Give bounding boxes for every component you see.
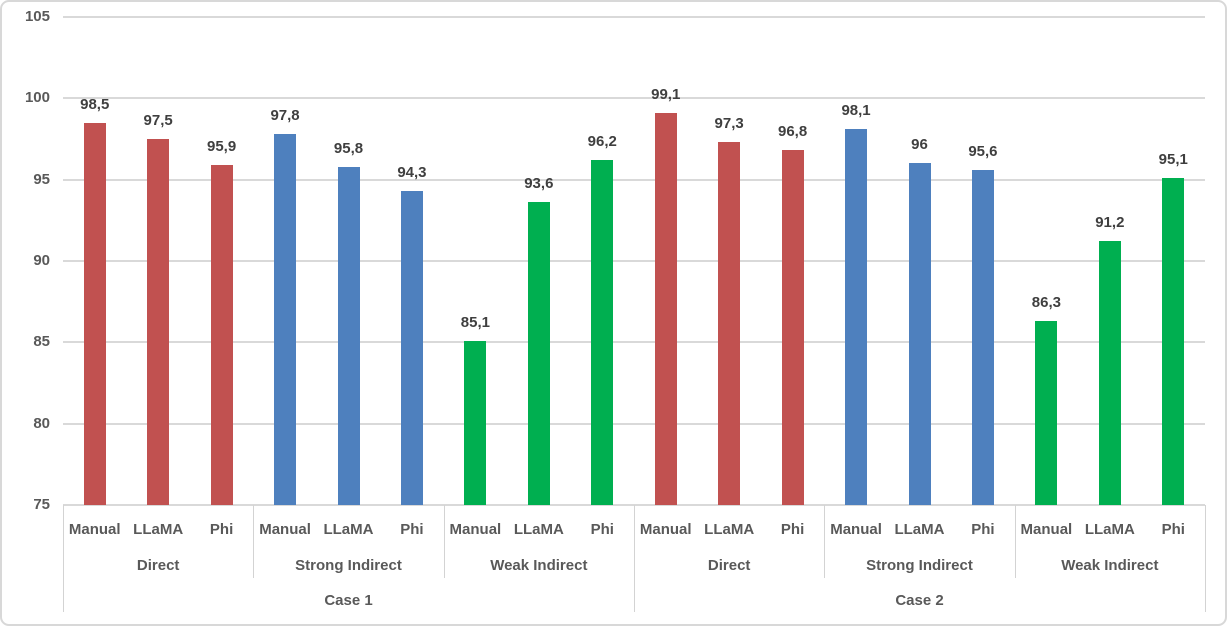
gridline-80 [63,422,1205,425]
axis-label-model: Manual [639,521,692,538]
bar-value-label: 97,8 [270,107,300,125]
bar-case-1-strong-indirect-phi [400,191,423,505]
axis-group-separator [1014,505,1016,578]
bar-value-label: 96 [911,136,928,154]
bar-value-label: 95,1 [1158,151,1188,169]
axis-label-case: Case 2 [895,592,944,609]
y-axis-tick-label: 75 [33,496,50,513]
bar-case-1-strong-indirect-manual [274,134,297,505]
bar-case-2-direct-manual [654,112,677,505]
axis-label-model: LLaMA [704,521,755,538]
bar-value-label: 96,2 [587,133,617,151]
bar-value-label: 99,1 [651,85,681,103]
axis-label-prompt-type: Strong Indirect [295,557,402,574]
axis-label-prompt-type: Weak Indirect [1061,557,1159,574]
bar-case-2-direct-llama [718,142,741,505]
bar-case-1-strong-indirect-llama [337,166,360,505]
bar-value-label: 95,9 [207,138,237,156]
bar-value-label: 95,8 [333,139,364,157]
axis-boundary-line [63,505,64,612]
bar-value-label: 98,5 [80,95,110,113]
axis-label-model: Manual [830,521,882,538]
axis-label-prompt-type: Weak Indirect [490,557,588,574]
axis-label-model: Phi [1161,521,1185,538]
axis-label-case: Case 1 [324,592,373,609]
axis-group-separator [253,505,255,578]
bar-value-label: 85,1 [460,313,490,331]
bar-case-2-direct-phi [781,150,804,505]
axis-label-model: Phi [971,521,995,538]
y-axis-tick-label: 95 [33,170,50,188]
gridline-85 [63,341,1205,344]
gridline-100 [63,97,1205,100]
bar-value-label: 94,3 [397,164,427,182]
bar-case-2-weak-indirect-phi [1162,178,1185,505]
bar-value-label: 97,3 [714,115,744,133]
axis-label-model: Manual [1020,521,1073,538]
axis-label-model: Manual [449,521,502,538]
bar-case-1-weak-indirect-llama [527,202,550,505]
bar-value-label: 98,1 [841,102,871,120]
y-axis-tick-label: 85 [33,333,50,351]
axis-label-model: Phi [590,521,614,538]
bar-value-label: 93,6 [524,175,554,193]
axis-group-separator [824,505,826,578]
gridline-105 [63,16,1205,18]
axis-label-model: Phi [400,521,424,538]
bar-value-label: 96,8 [778,123,808,141]
gridline-95 [63,178,1205,181]
axis-label-model: LLaMA [1084,521,1135,538]
y-axis-tick-label: 105 [24,8,50,25]
axis-label-model: Manual [68,521,121,538]
bar-value-label: 86,3 [1031,294,1061,312]
axis-label-model: LLaMA [133,521,184,538]
y-axis-tick-label: 80 [33,414,50,432]
bar-case-2-strong-indirect-llama [908,163,931,505]
axis-label-model: LLaMA [323,521,374,538]
bar-case-2-strong-indirect-phi [971,169,994,505]
bar-value-label: 97,5 [143,112,173,129]
axis-label-model: LLaMA [513,521,564,538]
axis-boundary-line [1205,505,1206,612]
bar-case-2-weak-indirect-llama [1098,241,1121,505]
bar-case-2-strong-indirect-manual [845,129,868,505]
axis-label-model: Phi [209,521,234,538]
axis-label-prompt-type: Direct [136,557,180,574]
bar-case-1-weak-indirect-phi [591,160,614,505]
axis-label-model: Phi [780,521,805,538]
bar-case-1-weak-indirect-manual [464,340,487,505]
y-axis-tick-label: 90 [33,252,50,269]
bar-case-1-direct-llama [147,139,170,505]
bar-value-label: 91,2 [1095,214,1125,232]
bar-case-1-direct-manual [83,122,106,505]
bar-case-1-direct-phi [210,165,233,505]
axis-case-separator [634,505,635,612]
axis-label-model: Manual [259,521,311,538]
bar-case-2-weak-indirect-manual [1035,321,1058,505]
y-axis-tick-label: 100 [24,89,50,107]
axis-label-model: LLaMA [894,521,945,538]
bar-value-label: 95,6 [968,142,998,160]
axis-group-separator [443,505,445,578]
axis-label-prompt-type: Strong Indirect [866,557,973,574]
gridline-90 [63,260,1205,262]
axis-label-prompt-type: Direct [707,557,751,574]
